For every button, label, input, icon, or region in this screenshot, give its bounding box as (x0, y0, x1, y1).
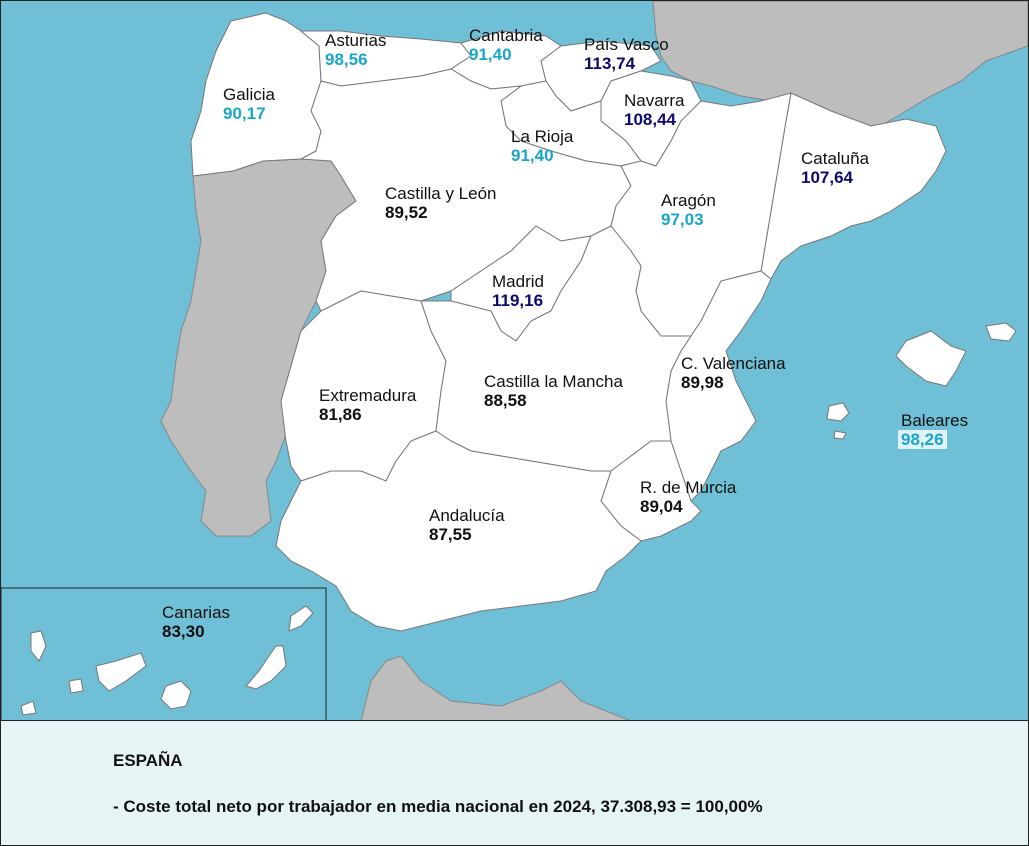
region-name: R. de Murcia (640, 478, 737, 497)
region-name: Castilla la Mancha (484, 372, 623, 391)
region-value: 107,64 (801, 168, 853, 187)
label-asturias: Asturias 98,56 (325, 31, 386, 70)
morocco-land (360, 655, 632, 721)
island-el-hierro[interactable] (20, 700, 37, 716)
spain-map (1, 1, 1028, 721)
region-value: 91,40 (469, 45, 512, 64)
label-galicia: Galicia 90,17 (223, 85, 275, 124)
label-navarra: Navarra 108,44 (624, 91, 684, 130)
region-value: 98,26 (898, 430, 947, 449)
region-value: 91,40 (511, 146, 554, 165)
region-name: Baleares (901, 411, 969, 430)
footer-panel: ESPAÑA - Coste total neto por trabajador… (1, 720, 1028, 845)
region-name: Cataluña (801, 149, 870, 168)
label-baleares: Baleares 98,26 (898, 411, 969, 450)
region-value: 89,98 (681, 373, 724, 392)
region-formentera[interactable] (833, 430, 847, 440)
region-name: Cantabria (469, 26, 543, 45)
label-cataluna: Cataluña 107,64 (801, 149, 869, 188)
label-castilla-mancha: Castilla la Mancha 88,58 (484, 372, 623, 411)
region-value: 89,04 (640, 497, 683, 516)
region-value: 108,44 (624, 110, 676, 129)
region-name: Galicia (223, 85, 275, 104)
region-c-valenciana[interactable] (665, 270, 772, 502)
island-gran-canaria[interactable] (160, 680, 192, 710)
label-c-valenciana: C. Valenciana 89,98 (681, 354, 786, 393)
region-name: La Rioja (511, 127, 574, 146)
region-name: País Vasco (584, 35, 669, 54)
island-la-palma[interactable] (30, 630, 47, 662)
label-cantabria: Cantabria 91,40 (469, 26, 543, 65)
region-value: 81,86 (319, 405, 362, 424)
region-andalucia[interactable] (275, 430, 642, 632)
region-name: Navarra (624, 91, 685, 110)
label-murcia: R. de Murcia 89,04 (640, 478, 736, 517)
region-value: 98,56 (325, 50, 368, 69)
label-extremadura: Extremadura 81,86 (319, 386, 416, 425)
island-la-gomera[interactable] (68, 678, 84, 694)
region-value: 97,03 (661, 210, 704, 229)
label-castilla-leon: Castilla y León 89,52 (385, 184, 497, 223)
island-lanzarote[interactable] (288, 605, 314, 632)
region-menorca[interactable] (985, 322, 1017, 342)
region-value: 90,17 (223, 104, 266, 123)
region-value: 119,16 (492, 291, 544, 310)
region-name: Castilla y León (385, 184, 497, 203)
island-fuerteventura[interactable] (245, 645, 287, 690)
region-mallorca[interactable] (895, 330, 967, 387)
label-aragon: Aragón 97,03 (661, 191, 716, 230)
region-name: Aragón (661, 191, 716, 210)
region-value: 88,58 (484, 391, 527, 410)
region-ibiza[interactable] (826, 402, 850, 422)
region-value: 89,52 (385, 203, 428, 222)
label-la-rioja: La Rioja 91,40 (511, 127, 573, 166)
region-name: Asturias (325, 31, 387, 50)
label-pais-vasco: País Vasco 113,74 (584, 35, 669, 74)
region-name: C. Valenciana (681, 354, 786, 373)
region-value: 83,30 (162, 622, 205, 641)
label-canarias: Canarias 83,30 (162, 603, 230, 642)
label-andalucia: Andalucía 87,55 (429, 506, 505, 545)
region-name: Extremadura (319, 386, 417, 405)
region-value: 87,55 (429, 525, 472, 544)
footer-note: - Coste total neto por trabajador en med… (113, 797, 763, 816)
island-tenerife[interactable] (95, 652, 147, 692)
region-name: Madrid (492, 272, 544, 291)
region-name: Canarias (162, 603, 231, 622)
footer-title: ESPAÑA (113, 751, 183, 770)
region-value: 113,74 (584, 54, 636, 73)
region-name: Andalucía (429, 506, 505, 525)
label-madrid: Madrid 119,16 (492, 272, 544, 311)
